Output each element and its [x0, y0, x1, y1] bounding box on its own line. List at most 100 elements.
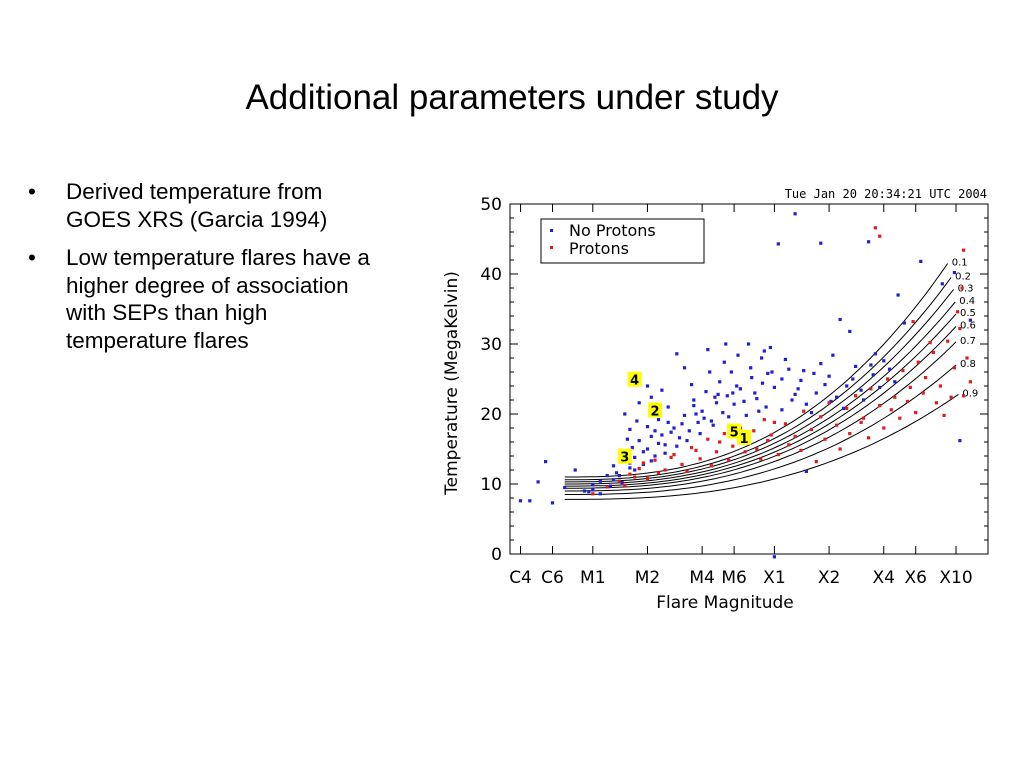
- data-point: [617, 474, 621, 478]
- data-point: [942, 413, 946, 417]
- data-point: [653, 458, 657, 462]
- data-point: [893, 395, 897, 399]
- data-point: [851, 377, 855, 381]
- curve-label: 0.6: [960, 321, 976, 332]
- data-point: [692, 398, 696, 402]
- data-point: [660, 433, 664, 437]
- data-point: [809, 411, 814, 415]
- data-point: [757, 409, 761, 413]
- data-point: [687, 429, 691, 433]
- data-point: [859, 420, 863, 424]
- data-point: [742, 399, 746, 403]
- data-point: [614, 471, 619, 475]
- data-point: [750, 376, 754, 380]
- data-point: [772, 385, 776, 389]
- data-point: [582, 489, 587, 493]
- data-point: [637, 467, 641, 471]
- data-point: [729, 370, 733, 374]
- x-tick-label: X4: [873, 568, 895, 588]
- data-point: [848, 329, 852, 333]
- data-point: [780, 377, 784, 381]
- data-point: [916, 360, 920, 364]
- data-point: [766, 371, 770, 375]
- data-point: [672, 426, 676, 430]
- data-point: [694, 448, 698, 452]
- curve-label: 0.8: [960, 359, 976, 370]
- data-point: [628, 472, 632, 476]
- x-tick-label: X2: [818, 568, 840, 588]
- highlighted-events: 1 2 3 4 5: [617, 371, 751, 466]
- data-point: [623, 483, 627, 487]
- data-point: [764, 405, 768, 409]
- temperature-curve: [564, 277, 952, 481]
- data-point: [605, 474, 609, 478]
- temperature-curve: [564, 326, 957, 489]
- data-point: [680, 462, 684, 466]
- data-point: [620, 481, 624, 485]
- data-point: [735, 384, 739, 388]
- event-highlight: [647, 402, 662, 418]
- data-point: [854, 394, 858, 398]
- data-point: [893, 380, 897, 384]
- data-point: [675, 444, 679, 448]
- temperature-curve: [564, 364, 957, 495]
- data-point: [968, 380, 972, 384]
- data-point: [804, 469, 808, 473]
- data-point: [835, 395, 839, 399]
- data-point: [536, 480, 540, 484]
- data-point: [630, 446, 634, 450]
- data-point: [598, 492, 602, 496]
- data-point: [704, 390, 708, 394]
- data-point: [692, 404, 696, 408]
- chart-timestamp: Tue Jan 20 20:34:21 UTC 2004: [785, 187, 987, 201]
- data-point: [598, 479, 602, 483]
- data-point: [690, 383, 694, 387]
- data-point: [799, 448, 803, 452]
- x-tick-label: C4: [509, 568, 532, 588]
- curve-label: 0.4: [959, 296, 975, 307]
- data-point: [760, 356, 764, 360]
- data-point: [831, 353, 835, 357]
- data-point: [934, 401, 938, 405]
- data-point: [862, 416, 866, 420]
- data-point: [714, 450, 719, 454]
- data-point: [919, 259, 923, 263]
- data-point: [550, 501, 555, 505]
- data-point: [645, 425, 650, 429]
- data-point: [685, 469, 689, 473]
- data-point: [755, 397, 759, 401]
- data-point: [736, 353, 740, 357]
- event-highlight: [627, 371, 642, 387]
- data-point: [845, 384, 849, 388]
- data-point: [762, 349, 766, 353]
- data-point: [690, 446, 694, 450]
- x-tick-label: M4: [689, 568, 714, 588]
- data-point: [591, 492, 595, 496]
- data-point: [772, 555, 776, 559]
- data-point: [635, 419, 639, 423]
- data-point: [965, 356, 969, 360]
- event-highlight: [727, 423, 742, 439]
- curve-label: 0.9: [962, 388, 978, 399]
- bullet-text: Derived temperature from GOES XRS (Garci…: [66, 179, 328, 232]
- data-point: [731, 391, 735, 395]
- data-point: [873, 226, 877, 230]
- data-point: [859, 388, 863, 392]
- data-point: [716, 392, 720, 396]
- data-point: [591, 483, 595, 487]
- data-point: [814, 460, 818, 464]
- data-point: [708, 370, 712, 374]
- data-point: [653, 429, 657, 433]
- data-point: [760, 381, 765, 385]
- data-point: [563, 485, 567, 490]
- data-point: [731, 444, 735, 448]
- curve-label: 0.5: [960, 308, 976, 319]
- data-point: [518, 499, 523, 503]
- data-point: [732, 402, 736, 406]
- data-point: [718, 440, 722, 444]
- data-point: [641, 461, 645, 465]
- y-tick-label: 20: [480, 405, 502, 425]
- data-point: [838, 317, 842, 322]
- y-axis: 0 10 20 30 40 50: [480, 195, 988, 565]
